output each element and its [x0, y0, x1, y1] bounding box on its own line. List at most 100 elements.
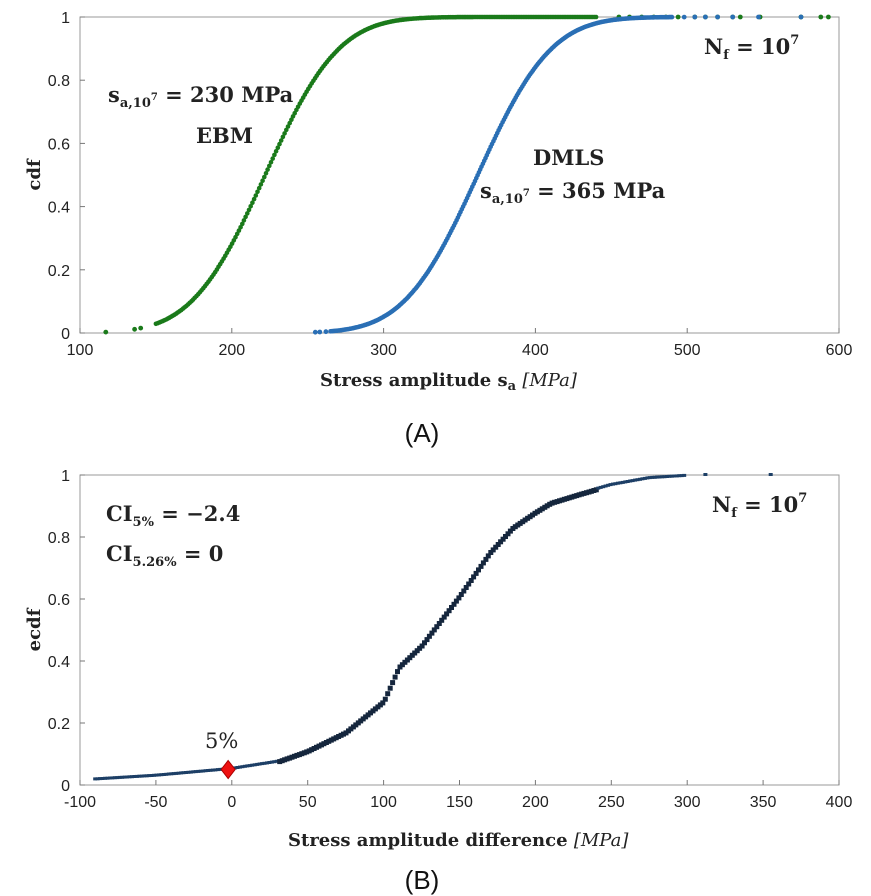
y-tick-label: 0.2 — [48, 263, 70, 280]
data-point-ecdf — [93, 777, 98, 781]
data-point-ecdf — [650, 475, 655, 479]
panel-a-y-ticks: 0 0.2 0.4 0.6 0.8 1 — [48, 10, 85, 343]
panel-a-y-axis-label: cdf — [24, 158, 45, 191]
data-point-dmls — [323, 329, 329, 335]
panel-a-ebm-sa-annotation: sa,107 = 230 MPa — [108, 82, 294, 111]
x-tick-label: 0 — [227, 794, 236, 811]
data-point-ecdf — [667, 474, 672, 478]
panel-b-data-points — [93, 473, 773, 781]
data-point-ecdf — [139, 774, 144, 778]
data-point-ecdf — [166, 772, 171, 776]
panel-a-x-axis-label: Stress amplitude sa [MPa] — [320, 370, 578, 394]
data-point-ecdf — [267, 761, 272, 764]
data-point-ecdf — [672, 474, 677, 478]
data-point-ecdf — [255, 762, 260, 766]
data-point-ecdf — [149, 774, 154, 777]
data-point-dmls — [681, 14, 687, 20]
data-point-ecdf — [380, 700, 386, 706]
data-point-ebm — [273, 149, 279, 154]
data-point-ecdf — [132, 775, 137, 778]
data-point-ebm — [253, 193, 259, 198]
data-point-ecdf — [274, 759, 279, 763]
data-point-ecdf — [203, 769, 208, 773]
panel-a-dmls-label: DMLS — [533, 145, 604, 170]
y-tick-label: 0.6 — [48, 136, 70, 153]
data-point-ecdf — [387, 685, 393, 691]
data-point-ecdf — [677, 474, 682, 478]
data-point-ecdf — [473, 570, 479, 576]
panel-a-caption: (A) — [405, 418, 440, 448]
data-point-ecdf — [419, 643, 425, 649]
data-point-ecdf — [174, 771, 179, 775]
data-point-dmls — [312, 329, 318, 335]
data-point-ecdf — [147, 774, 152, 778]
data-point-ecdf — [461, 588, 467, 594]
data-point-ecdf — [630, 479, 635, 483]
data-point-ecdf — [245, 764, 250, 768]
data-point-ecdf — [424, 637, 430, 643]
panel-b-ci526-annotation: CI5.26% = 0 — [106, 541, 223, 570]
data-point-ebm — [241, 218, 247, 223]
x-tick-label: 300 — [370, 342, 397, 359]
data-point-ecdf — [645, 476, 650, 480]
data-point-ecdf — [137, 774, 142, 778]
data-point-ecdf — [269, 760, 274, 764]
panel-b-ecdf-chart: -100 -50 0 50 100 150 200 250 300 350 400 00.20.40… — [24, 468, 852, 851]
data-point-ecdf — [382, 696, 388, 702]
y-tick-label: 0 — [61, 778, 70, 795]
data-point-ebm — [251, 196, 257, 202]
data-point-dmls — [692, 14, 698, 20]
data-point-ebm — [103, 329, 109, 335]
data-point-ecdf — [144, 774, 149, 778]
data-point-ecdf — [596, 486, 601, 490]
data-point-ecdf — [154, 773, 159, 777]
panel-b-x-ticks: -100 -50 0 50 100 150 200 250 300 350 400 — [64, 780, 852, 811]
data-point-ecdf — [498, 539, 504, 545]
panel-a-plot-frame — [79, 16, 840, 334]
data-point-ebm — [262, 174, 267, 180]
data-point-ebm — [258, 182, 264, 187]
x-tick-label: 400 — [826, 794, 853, 811]
data-point-ecdf — [206, 769, 211, 772]
data-point-ecdf — [122, 775, 127, 779]
data-point-ecdf — [385, 691, 391, 697]
data-point-ecdf — [186, 770, 191, 774]
data-point-ecdf — [606, 483, 611, 487]
data-point-ecdf — [640, 477, 645, 481]
data-point-ecdf — [480, 560, 486, 566]
data-point-ecdf — [682, 473, 687, 477]
data-point-ecdf — [120, 775, 125, 779]
data-point-ebm — [818, 14, 824, 20]
panel-b-y-ticks: 0 0.2 0.4 0.6 0.8 1 — [48, 468, 85, 795]
panel-a-cdf-chart: 100 200 300 400 500 600 0 0.2 0.4 0.6 0.8 1 cdf St… — [24, 10, 852, 394]
data-point-ebm — [275, 145, 281, 150]
data-point-ebm — [268, 160, 274, 165]
data-point-ecdf — [458, 592, 464, 597]
panel-b-ci5-annotation: CI5% = −2.4 — [106, 501, 240, 530]
data-point-ecdf — [593, 487, 599, 493]
data-point-ecdf — [164, 772, 169, 776]
data-point-ecdf — [611, 482, 615, 486]
data-point-ecdf — [247, 764, 252, 768]
data-point-ecdf — [603, 484, 608, 488]
data-point-ecdf — [233, 766, 238, 770]
panel-b-nf-annotation: Nf = 107 — [712, 491, 807, 521]
data-point-ebm — [285, 124, 291, 129]
data-point-dmls — [798, 14, 804, 20]
data-point-ecdf — [451, 601, 457, 607]
data-point-ecdf — [112, 776, 117, 780]
x-tick-label: 100 — [370, 794, 397, 811]
y-tick-label: 0.2 — [48, 716, 70, 733]
data-point-ebm — [250, 200, 255, 205]
y-tick-label: 0.4 — [48, 654, 70, 671]
data-point-ecdf — [390, 680, 396, 686]
data-point-ecdf — [446, 608, 452, 614]
y-tick-label: 0.6 — [48, 592, 70, 609]
data-point-ecdf — [176, 771, 181, 775]
panel-b-caption: (B) — [405, 865, 440, 895]
data-point-ecdf — [466, 581, 472, 587]
data-point-ecdf — [218, 767, 223, 771]
data-point-ecdf — [768, 473, 773, 476]
data-point-ecdf — [193, 770, 198, 774]
x-tick-label: 250 — [598, 794, 625, 811]
